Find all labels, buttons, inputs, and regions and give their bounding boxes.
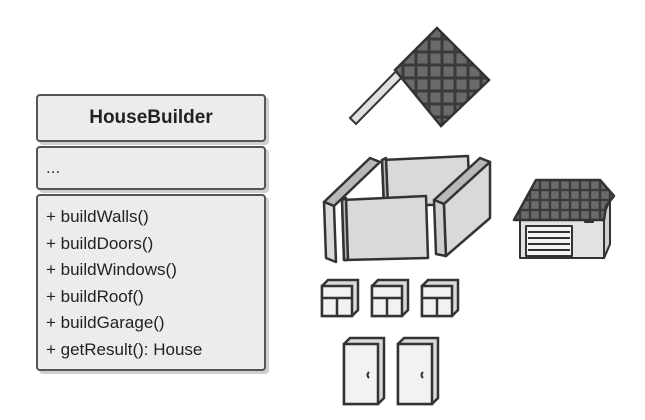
window-icon <box>320 278 460 318</box>
class-methods: + buildWalls() + buildDoors() + buildWin… <box>36 194 266 371</box>
house-builder-class: HouseBuilder ... + buildWalls() + buildD… <box>36 94 266 371</box>
method-build-roof: + buildRoof() <box>46 286 144 306</box>
garage-icon <box>512 178 616 259</box>
class-name: HouseBuilder <box>36 94 266 142</box>
walls-icon <box>322 154 492 264</box>
roof-icon <box>348 26 491 128</box>
method-build-walls: + buildWalls() <box>46 207 149 226</box>
method-build-garage: + buildGarage() <box>46 313 165 332</box>
method-build-doors: + buildDoors() <box>46 233 154 253</box>
class-fields: ... <box>36 146 266 190</box>
method-get-result: + getResult(): House <box>46 339 203 359</box>
method-build-windows: + buildWindows() <box>46 260 177 279</box>
door-icon <box>342 336 440 406</box>
